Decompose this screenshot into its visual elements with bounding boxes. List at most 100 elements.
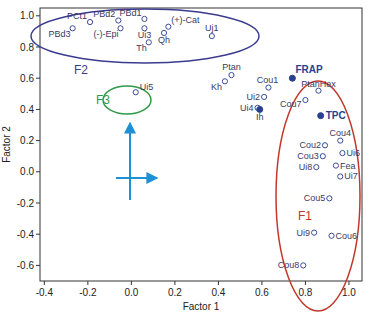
point [314, 165, 319, 170]
y-tick [36, 171, 40, 172]
point-label: (-)-Epi [94, 29, 119, 39]
point [338, 174, 343, 179]
x-tick [44, 281, 45, 285]
point [312, 230, 317, 235]
group-ellipse [276, 81, 360, 311]
x-tick [87, 281, 88, 285]
point-label: Cou6 [336, 231, 358, 241]
point-label: Cou7 [280, 99, 302, 109]
point-labels: PCt1PBd2PBd1(+)-CatPBd3(-)-EpiUi3QhThUj1… [49, 8, 360, 270]
point-label: Ui8 [299, 162, 313, 172]
x-axis-label: Factor 1 [183, 301, 220, 312]
point-label: TPC [326, 110, 346, 121]
y-tick-label: 0.2 [20, 135, 34, 146]
point-label: Ui5 [140, 82, 154, 92]
x-tick [174, 281, 175, 285]
point-label: Ui4 [240, 103, 254, 113]
point-label: Qh [158, 35, 170, 45]
y-tick [36, 140, 40, 141]
x-tick-label: 0.0 [124, 287, 138, 298]
y-tick-label: 0.8 [20, 42, 34, 53]
point-label: PtanHex [301, 79, 336, 89]
chart: -0.4 -0.2 0.0 0.2 0.4 0.6 0.8 1.0 -0.6 -0.4 -0.2 0.… [0, 0, 373, 314]
x-tick-label: 0.6 [255, 287, 269, 298]
point [133, 90, 138, 95]
arrow [129, 124, 131, 200]
point-label: Cou2 [299, 140, 321, 150]
y-tick-label: -0.4 [17, 229, 35, 240]
points [70, 16, 345, 268]
y-tick-label: -0.2 [17, 198, 35, 209]
y-tick-label: 0.6 [20, 73, 34, 84]
point-label: Cou5 [304, 193, 326, 203]
point [316, 88, 321, 93]
y-tick-label: -0.6 [17, 260, 35, 271]
point-label: PBd2 [93, 9, 115, 19]
point [266, 85, 271, 90]
group-label: F3 [96, 93, 110, 107]
point [340, 150, 345, 155]
point [146, 40, 151, 45]
point-label: Uj1 [205, 23, 219, 33]
point-label: Fea [340, 161, 356, 171]
point-label: Th [136, 43, 147, 53]
point-label: (+)-Cat [171, 15, 200, 25]
y-tick [36, 203, 40, 204]
y-tick [36, 78, 40, 79]
point-label: Ih [256, 112, 264, 122]
plot-frame [40, 8, 362, 281]
y-tick [36, 234, 40, 235]
group-ellipse [31, 9, 259, 63]
y-tick-label: 1.0 [20, 10, 34, 21]
y-tick [36, 15, 40, 16]
point-label: Ui9 [297, 228, 311, 238]
point [116, 18, 121, 23]
x-tick-label: -0.2 [79, 287, 97, 298]
point [333, 163, 338, 168]
point-label: Ui6 [346, 148, 360, 158]
point-label: Cou3 [297, 151, 319, 161]
arrow [116, 177, 156, 179]
x-tick [218, 281, 219, 285]
point-label: Ui7 [344, 171, 358, 181]
point [338, 138, 343, 143]
x-tick-label: 0.8 [298, 287, 312, 298]
point-label: Cou8 [278, 260, 300, 270]
point [327, 196, 332, 201]
point [318, 113, 324, 119]
y-tick [36, 109, 40, 110]
point-label: Cou4 [329, 128, 351, 138]
point [222, 79, 227, 84]
point [261, 94, 266, 99]
point [329, 233, 334, 238]
point-label: PBd1 [119, 8, 141, 18]
x-tick-label: 0.2 [168, 287, 182, 298]
x-tick [131, 281, 132, 285]
group-label: F1 [298, 209, 312, 223]
x-tick [261, 281, 262, 285]
point-label: Ui3 [138, 30, 152, 40]
point [320, 154, 325, 159]
y-axis-label: Factor 2 [1, 126, 12, 163]
point [142, 16, 147, 21]
x-tick [348, 281, 349, 285]
point [322, 143, 327, 148]
point-label: Cou1 [257, 75, 279, 85]
x-tick-label: -0.4 [36, 287, 54, 298]
point-label: Ptan [222, 62, 241, 72]
point [87, 19, 92, 24]
point-label: FRAP [295, 64, 323, 75]
group-label: F2 [74, 63, 88, 77]
x-tick [305, 281, 306, 285]
point-label: Kh [211, 82, 222, 92]
point [118, 26, 123, 31]
point [70, 26, 75, 31]
point-label: PCt1 [67, 11, 87, 21]
point [166, 24, 171, 29]
point [289, 75, 295, 81]
x-tick-label: 0.4 [211, 287, 225, 298]
point [301, 263, 306, 268]
y-tick-label: 0.0 [20, 166, 34, 177]
y-tick-label: 0.4 [20, 104, 34, 115]
point-label: Ui2 [247, 92, 261, 102]
